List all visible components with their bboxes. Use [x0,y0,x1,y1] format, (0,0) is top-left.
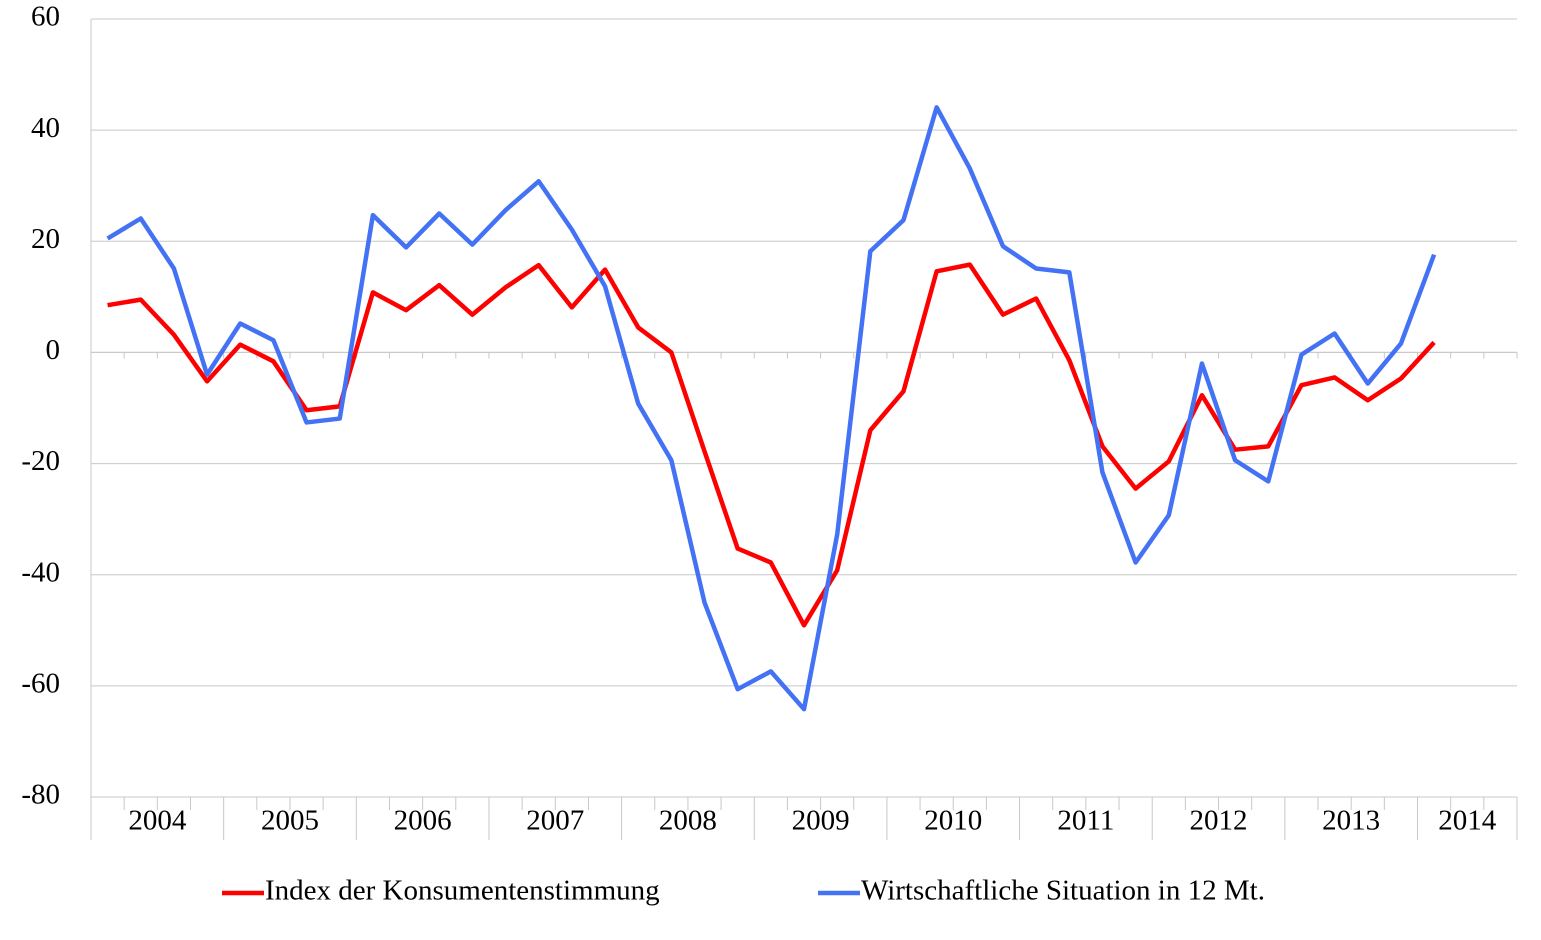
y-tick-label: -60 [21,668,60,700]
line-series [106,105,1437,712]
y-tick-label: -20 [21,445,60,477]
x-tick-label: 2013 [1322,805,1380,837]
x-tick-label: 2012 [1190,805,1248,837]
y-tick-label: -80 [21,779,60,811]
x-tick-label: 2008 [659,805,717,837]
x-tick-label: 2007 [526,805,584,837]
legend-label: Index der Konsumentenstimmung [265,875,660,907]
x-tick-label: 2004 [128,805,187,837]
y-tick-label: 0 [46,334,61,366]
y-tick-label: 60 [31,1,60,33]
x-tick-label: 2011 [1057,805,1114,837]
x-tick-label: 2009 [792,805,850,837]
x-tick-label: 2006 [394,805,452,837]
x-tick-label: 2010 [924,805,982,837]
x-tick-label: 2005 [261,805,319,837]
y-tick-label: 20 [31,223,60,255]
x-tick-label: 2014 [1438,805,1497,837]
legend-label: Wirtschaftliche Situation in 12 Mt. [861,875,1265,907]
y-tick-label: 40 [31,112,60,144]
y-tick-label: -40 [21,556,60,588]
line-series [107,262,1436,628]
